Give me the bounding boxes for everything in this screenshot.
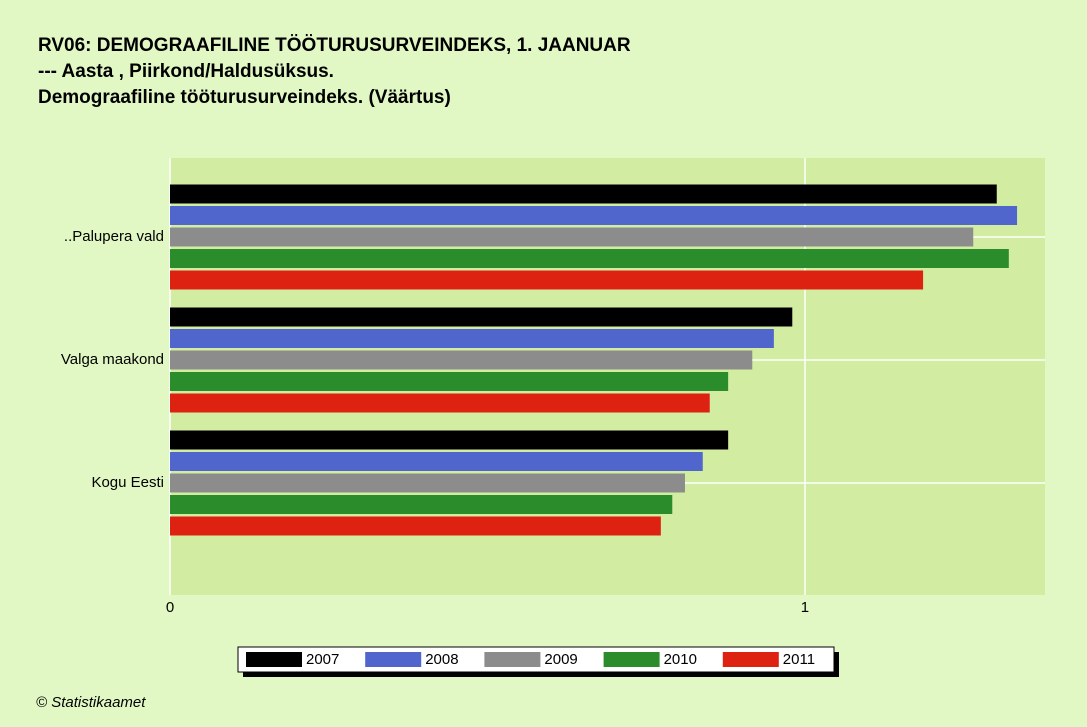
source: © Statistikaamet <box>36 694 146 711</box>
legend-label: 2009 <box>544 651 577 668</box>
bar <box>170 473 685 493</box>
legend-label: 2011 <box>783 651 815 668</box>
legend-label: 2010 <box>664 651 697 668</box>
bar <box>170 452 703 471</box>
bar <box>170 227 974 247</box>
bar <box>170 307 793 327</box>
chart-subtitle: Demograafiline tööturusurveindeks. (Väär… <box>38 87 451 108</box>
chart-title: RV06: DEMOGRAAFILINE TÖÖTURUSURVEINDEKS,… <box>38 35 631 56</box>
bar <box>170 516 661 536</box>
bar <box>170 495 673 514</box>
y-tick-label: Kogu Eesti <box>91 474 164 491</box>
legend-swatch <box>246 652 302 667</box>
legend-label: 2007 <box>306 651 339 668</box>
bar <box>170 206 1018 225</box>
legend-swatch <box>484 652 541 667</box>
bar <box>170 249 1009 268</box>
y-tick-label: Valga maakond <box>61 351 164 368</box>
bar <box>170 430 729 450</box>
legend-label: 2008 <box>425 651 458 668</box>
bar <box>170 329 774 348</box>
legend-swatch <box>603 652 660 667</box>
legend-swatch <box>365 652 422 667</box>
bar <box>170 270 924 290</box>
x-tick-label: 0 <box>166 599 174 616</box>
bar <box>170 184 997 204</box>
bar <box>170 350 753 370</box>
legend-swatch <box>722 652 779 667</box>
chart-subtitle: --- Aasta , Piirkond/Haldusüksus. <box>38 61 334 82</box>
bar <box>170 372 729 391</box>
y-tick-label: ..Palupera vald <box>64 228 164 245</box>
x-tick-label: 1 <box>801 599 809 616</box>
bar <box>170 393 710 413</box>
